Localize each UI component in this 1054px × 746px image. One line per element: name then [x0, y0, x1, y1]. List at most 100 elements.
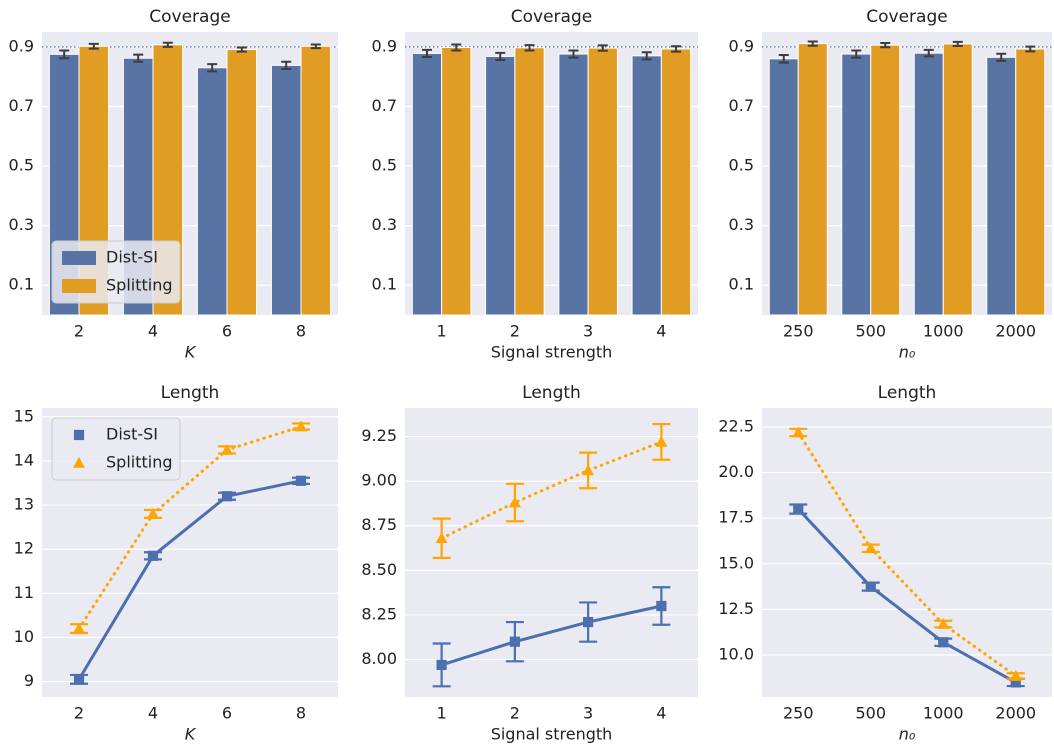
- marker: [656, 600, 667, 612]
- x-tick-label: 2000: [995, 704, 1036, 723]
- y-tick-label: 10.0: [718, 645, 754, 664]
- y-tick-label: 0.7: [729, 96, 754, 115]
- marker: [1009, 670, 1022, 681]
- x-axis-label: n₀: [899, 725, 916, 744]
- bar: [841, 53, 872, 316]
- y-tick-label: 12.5: [718, 599, 754, 618]
- legend-label: Dist-SI: [106, 248, 158, 267]
- error-bar: [641, 51, 652, 61]
- bar: [587, 47, 618, 316]
- marker: [147, 550, 159, 561]
- x-tick-label: 1: [437, 704, 447, 723]
- y-tick-label: 0.1: [372, 275, 397, 294]
- legend-label: Splitting: [106, 453, 173, 472]
- marker: [864, 542, 877, 554]
- bar: [270, 64, 302, 316]
- error-bar: [568, 49, 579, 59]
- error-bar: [133, 53, 144, 63]
- marker: [435, 532, 448, 544]
- marker: [793, 503, 804, 515]
- legend-label: Splitting: [106, 276, 173, 295]
- marker: [73, 429, 85, 441]
- error-bar: [1025, 45, 1036, 53]
- y-tick-label: 9: [24, 671, 34, 690]
- plot-background: [762, 408, 1052, 697]
- x-tick-label: 4: [656, 322, 666, 341]
- error-bar: [778, 53, 789, 64]
- marker: [865, 581, 876, 592]
- marker: [582, 464, 595, 476]
- y-tick-label: 22.5: [718, 416, 754, 435]
- bar: [196, 67, 228, 316]
- marker: [1010, 677, 1021, 688]
- y-tick-label: 8.00: [361, 649, 397, 668]
- y-tick-label: 11: [14, 583, 34, 602]
- error-bar: [281, 60, 292, 70]
- marker: [583, 616, 594, 628]
- marker: [295, 475, 307, 486]
- legend-swatch: [62, 279, 96, 293]
- x-tick-label: 2: [510, 704, 520, 723]
- error-bar: [880, 42, 891, 49]
- y-tick-label: 0.5: [729, 156, 754, 175]
- error-bar: [495, 51, 506, 62]
- bar: [226, 49, 258, 316]
- x-tick-label: 2: [74, 704, 84, 723]
- y-tick-label: 0.3: [729, 215, 754, 234]
- bar: [1015, 48, 1046, 316]
- bar: [411, 52, 443, 316]
- y-tick-label: 9.00: [361, 471, 397, 490]
- error-bar: [524, 44, 535, 52]
- y-tick-label: 15: [14, 406, 34, 425]
- bar: [485, 55, 516, 316]
- x-axis-label: K: [185, 343, 197, 362]
- error-bar: [851, 49, 862, 59]
- x-tick-label: 6: [222, 322, 232, 341]
- y-tick-label: 0.7: [9, 96, 34, 115]
- x-tick-label: 1000: [923, 704, 964, 723]
- x-tick-label: 3: [583, 322, 593, 341]
- line: [77, 425, 303, 631]
- line: [796, 507, 1018, 684]
- x-axis-label: Signal strength: [491, 725, 613, 744]
- chart-title: Coverage: [511, 7, 592, 27]
- error-bar: [952, 40, 963, 48]
- x-tick-label: 8: [296, 704, 306, 723]
- marker: [792, 426, 805, 438]
- bar: [514, 47, 545, 316]
- x-tick-label: 1000: [923, 322, 964, 341]
- line: [440, 604, 663, 667]
- bar: [870, 44, 901, 316]
- y-tick-label: 10: [14, 627, 34, 646]
- y-tick-label: 17.5: [718, 508, 754, 527]
- bar: [768, 58, 799, 316]
- y-tick-label: 8.50: [361, 560, 397, 579]
- error-bar: [597, 44, 608, 52]
- bar: [913, 52, 944, 316]
- marker: [73, 622, 85, 634]
- bar: [942, 43, 973, 316]
- bar: [558, 53, 589, 316]
- marker: [436, 659, 447, 670]
- bar: [660, 48, 692, 316]
- marker: [938, 637, 949, 648]
- chart-title: Coverage: [866, 7, 947, 27]
- x-tick-label: 8: [296, 322, 306, 341]
- bar: [631, 55, 662, 316]
- error-bar: [421, 48, 432, 59]
- error-bar: [671, 45, 682, 53]
- marker: [147, 507, 159, 519]
- y-tick-label: 8.25: [361, 604, 397, 623]
- bar: [441, 46, 472, 316]
- marker: [295, 420, 307, 432]
- x-tick-label: 250: [783, 322, 814, 341]
- y-tick-label: 0.1: [9, 275, 34, 294]
- chart-title: Length: [161, 383, 220, 403]
- x-axis-label: K: [185, 725, 197, 744]
- y-tick-label: 0.7: [372, 96, 397, 115]
- marker: [655, 435, 668, 447]
- y-tick-label: 13: [14, 495, 34, 514]
- chart-title: Coverage: [149, 7, 230, 27]
- y-tick-label: 0.9: [372, 36, 397, 55]
